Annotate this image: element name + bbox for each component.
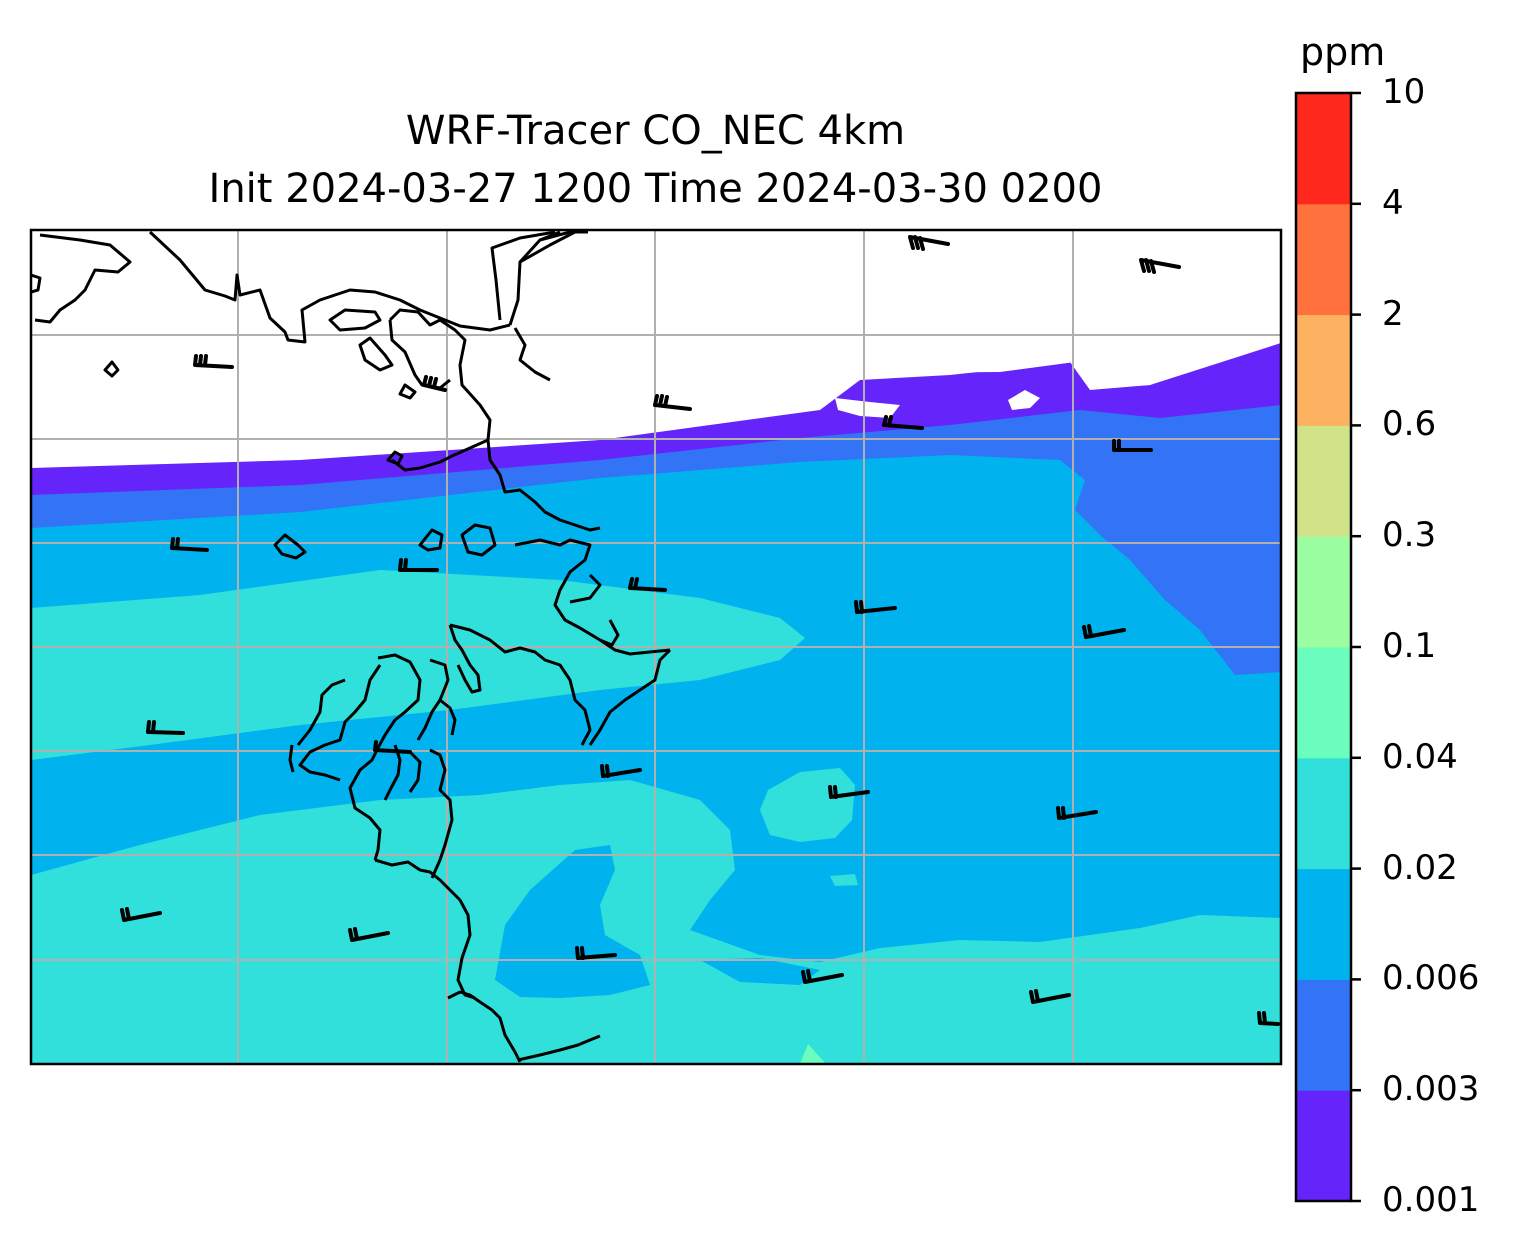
map-panel <box>31 230 1281 1064</box>
colorbar-tick-label: 0.6 <box>1382 404 1437 445</box>
coastline <box>31 230 672 1063</box>
contour-band-0.006 <box>700 958 820 985</box>
colorbar-band-0.04 <box>1296 647 1351 759</box>
colorbar-tick-label: 0.006 <box>1382 958 1480 999</box>
map-title-line-2: Init 2024-03-27 1200 Time 2024-03-30 020… <box>208 166 1103 212</box>
no-data-hole <box>835 398 900 418</box>
colorbar-unit-label: ppm <box>1300 30 1386 74</box>
colorbar <box>1296 93 1351 1202</box>
colorbar-tick-marks <box>1351 91 1361 1203</box>
gridlines <box>31 230 1281 1064</box>
contour-band-0.02 <box>830 874 858 886</box>
map-frame <box>29 228 1283 1066</box>
contour-band-0.02 <box>31 570 805 760</box>
colorbar-band-0.3 <box>1296 425 1351 537</box>
colorbar-band-0.1 <box>1296 536 1351 648</box>
colorbar-tick-label: 0.04 <box>1382 736 1458 777</box>
colorbar-band-4 <box>1296 93 1351 205</box>
colorbar-tick-label: 0.3 <box>1382 515 1437 556</box>
colorbar-tick-label: 2 <box>1382 293 1404 334</box>
colorbar-band-2 <box>1296 203 1351 316</box>
colorbar-tick-label: 0.02 <box>1382 847 1458 888</box>
colorbar-tick-label: 0.003 <box>1382 1069 1480 1110</box>
contour-band-0.04 <box>800 1044 826 1064</box>
colorbar-band-0.6 <box>1296 314 1351 426</box>
colorbar-band-0.02 <box>1296 757 1351 870</box>
no-data-hole <box>1008 390 1040 410</box>
colorbar-band-0.006 <box>1296 868 1351 980</box>
map-title-line-1: WRF-Tracer CO_NEC 4km <box>405 108 906 154</box>
colorbar-tick-label: 0.001 <box>1382 1180 1480 1220</box>
colorbar-tick-label: 10 <box>1382 72 1426 112</box>
colorbar-tick-label: 4 <box>1382 182 1404 223</box>
colorbar-band-0.001 <box>1296 1090 1351 1202</box>
colorbar-band-0.003 <box>1296 979 1351 1091</box>
wind-barbs <box>120 235 1280 1026</box>
colorbar-tick-label: 0.1 <box>1382 626 1437 666</box>
